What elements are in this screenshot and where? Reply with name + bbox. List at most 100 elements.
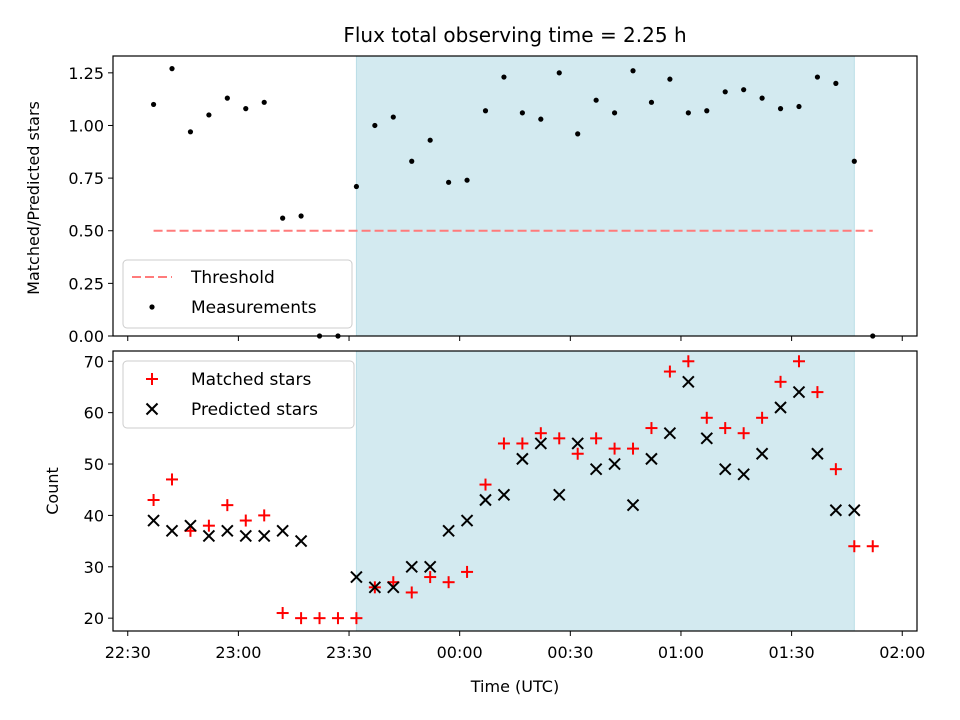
matched-star-point [442,576,455,589]
matched-star-point [350,612,363,625]
measurement-point [722,89,728,95]
predicted-star-point [294,534,308,548]
x-tick-label: 02:00 [879,643,925,662]
legend-predicted-swatch [145,402,159,416]
y-tick-label-top: 1.25 [68,64,104,83]
predicted-star-point [719,462,732,476]
matched-star-point [848,540,861,553]
measurement-point [206,112,212,118]
y-tick-label-top: 0.50 [68,222,104,241]
predicted-star-mark-b [719,462,732,476]
predicted-star-point [276,524,289,538]
predicted-star-point [811,447,824,460]
legend-measurement-swatch [149,304,155,310]
measurement-point [390,114,396,120]
predicted-star-mark-b [423,560,437,573]
predicted-star-mark-b [368,581,382,594]
measurement-point [833,80,839,86]
predicted-star-point [626,498,640,512]
predicted-star-point [350,570,363,584]
y-tick-label-bottom: 60 [84,404,104,423]
predicted-star-point [792,385,806,399]
matched-star-point [313,612,326,625]
matched-star-point [811,386,824,399]
matched-star-point [829,463,842,476]
matched-star-point [461,565,474,578]
observing-window-shade-1 [355,55,855,337]
predicted-star-mark-b [608,457,621,471]
matched-star-point [866,540,879,553]
matched-star-point [202,519,215,532]
matched-star-point [239,514,252,527]
predicted-star-mark-b [700,432,713,445]
measurement-point [243,106,249,112]
matched-star-point [147,493,160,506]
predicted-star-mark-b [258,529,271,543]
predicted-star-mark-b [350,570,363,584]
measurement-point [538,116,544,122]
measurement-point [851,158,857,164]
matched-star-point [627,442,640,455]
x-tick-label: 23:30 [326,643,372,662]
predicted-star-mark-b [553,488,566,502]
measurement-point [169,66,175,72]
matched-star-point [295,612,308,625]
observing-window-shade-2 [355,350,855,632]
predicted-star-mark-b [589,462,603,476]
matched-star-point [166,473,179,486]
predicted-star-point [239,529,252,543]
predicted-star-point [423,560,437,573]
measurement-point [759,95,765,101]
matched-star-point [276,607,289,620]
y-axis-label-bottom: Count [43,467,62,515]
matched-star-point [534,427,547,440]
predicted-star-point [516,452,529,466]
predicted-star-mark-b [755,447,769,460]
predicted-star-point [700,432,713,445]
axes-frame-2 [112,350,918,632]
predicted-star-mark-b [645,452,658,466]
measurement-point [741,87,747,93]
predicted-star-point [737,468,750,481]
matched-star-point [682,355,695,368]
predicted-star-mark-b [239,529,252,543]
predicted-star-mark-b [442,524,455,538]
y-tick-label-bottom: 20 [84,609,104,628]
x-tick-label: 01:30 [769,643,815,662]
predicted-star-point [202,529,216,543]
predicted-star-point [497,488,511,502]
predicted-star-mark-b [516,452,529,466]
x-tick-label: 00:00 [437,643,483,662]
predicted-star-point [829,504,843,517]
predicted-star-point [258,529,271,543]
measurement-point [685,110,691,116]
predicted-star-mark-b [165,524,179,538]
predicted-star-point [774,401,787,414]
y-tick-label-top: 0.25 [68,274,104,293]
predicted-star-point [221,524,234,538]
predicted-star-mark-b [221,524,234,538]
y-tick-label-bottom: 30 [84,558,104,577]
y-tick-label-top: 0.00 [68,327,104,346]
matched-star-point [700,411,713,424]
measurement-point [667,76,673,82]
predicted-star-point [663,426,677,440]
legend-threshold-label: Threshold [190,268,275,288]
predicted-star-point [442,524,455,538]
matched-star-point [756,411,769,424]
predicted-star-mark-b [294,534,308,548]
measurement-point [796,103,802,110]
matched-star-point [590,432,603,445]
predicted-star-mark-b [682,375,695,389]
predicted-star-mark-b [534,437,548,450]
measurement-point [298,213,304,219]
measurement-point [150,101,157,108]
predicted-star-mark-b [792,385,806,399]
measurement-point [409,158,415,164]
measurement-point [482,108,489,114]
measurement-point [261,99,267,105]
predicted-star-point [184,519,197,532]
legend-matched-label: Matched stars [191,370,311,390]
